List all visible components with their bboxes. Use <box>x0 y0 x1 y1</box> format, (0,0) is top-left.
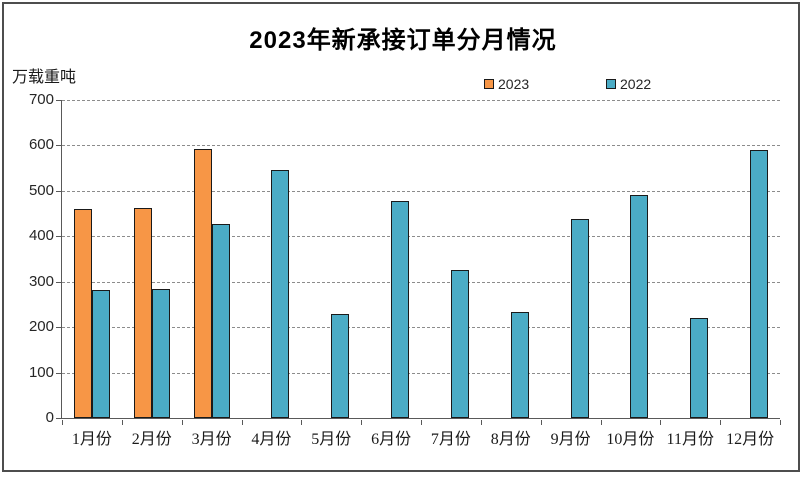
y-tick-label-400: 400 <box>28 227 54 245</box>
gridline-200 <box>62 327 780 329</box>
y-axis-tick-500 <box>55 190 61 192</box>
x-axis-tick-8 <box>540 419 542 425</box>
bar-2022-9月份 <box>570 218 589 418</box>
bar-2022-6月份 <box>391 201 410 418</box>
x-label-3月份: 3月份 <box>191 431 232 448</box>
legend-entry-2023: 2023 <box>484 77 529 91</box>
bar-2023-1月份 <box>73 208 92 418</box>
x-label-12月份: 12月份 <box>726 431 775 448</box>
legend-label-2022: 2022 <box>620 76 652 92</box>
x-axis-tick-9 <box>600 419 602 425</box>
y-tick-label-600: 600 <box>28 136 54 154</box>
x-label-10月份: 10月份 <box>606 431 655 448</box>
x-label-2月份: 2月份 <box>131 431 172 448</box>
x-axis-tick-6 <box>421 419 422 425</box>
y-tick-label-500: 500 <box>28 181 54 199</box>
y-axis-tick-0 <box>55 418 61 419</box>
x-label-8月份: 8月份 <box>490 431 531 448</box>
y-axis <box>60 100 62 419</box>
bar-2022-1月份 <box>91 290 110 418</box>
chart-title: 2023年新承接订单分月情况 <box>249 27 557 54</box>
bar-2023-2月份 <box>133 207 152 418</box>
bar-2022-10月份 <box>630 194 649 418</box>
gridline-100 <box>62 372 780 374</box>
x-label-11月份: 11月份 <box>666 431 714 448</box>
bar-2022-4月份 <box>271 170 290 418</box>
gridline-700 <box>62 100 780 101</box>
x-label-1月份: 1月份 <box>71 431 112 448</box>
x-axis-tick-3 <box>241 419 243 425</box>
y-tick-label-0: 0 <box>45 409 54 426</box>
x-axis-tick-2 <box>181 419 183 425</box>
y-axis-unit-label: 万载重吨 <box>12 69 77 86</box>
bar-2022-12月份 <box>750 149 769 418</box>
y-axis-tick-400 <box>55 236 61 238</box>
bar-2022-2月份 <box>151 289 170 418</box>
x-axis-tick-0 <box>62 419 63 425</box>
legend-entry-2022: 2022 <box>606 77 651 91</box>
x-axis-tick-10 <box>660 419 662 425</box>
x-axis-tick-1 <box>121 419 123 425</box>
y-axis-tick-200 <box>55 327 61 329</box>
gridline-500 <box>62 190 780 192</box>
x-axis-tick-7 <box>480 419 482 425</box>
y-tick-label-700: 700 <box>28 91 54 108</box>
bar-2023-3月份 <box>193 149 212 418</box>
legend-label-2023: 2023 <box>498 76 530 92</box>
y-tick-label-200: 200 <box>28 318 54 336</box>
gridline-600 <box>62 145 780 147</box>
legend-swatch-2022-icon <box>606 79 616 89</box>
x-axis <box>60 418 780 419</box>
y-axis-tick-700 <box>55 100 61 101</box>
x-label-7月份: 7月份 <box>430 431 471 448</box>
y-tick-label-100: 100 <box>28 363 54 381</box>
y-axis-tick-300 <box>55 281 61 283</box>
y-axis-tick-100 <box>55 372 61 374</box>
x-axis-tick-12 <box>780 419 781 425</box>
y-tick-label-300: 300 <box>28 272 54 290</box>
x-label-9月份: 9月份 <box>550 431 591 448</box>
bar-2022-11月份 <box>690 318 709 418</box>
x-label-4月份: 4月份 <box>251 431 292 448</box>
x-axis-tick-5 <box>361 419 363 425</box>
bar-2022-7月份 <box>450 270 469 418</box>
bar-2022-3月份 <box>211 223 230 418</box>
legend-swatch-2023-icon <box>484 79 494 89</box>
x-axis-tick-11 <box>720 419 722 425</box>
gridline-300 <box>62 281 780 283</box>
x-axis-tick-4 <box>301 419 303 425</box>
bar-2022-5月份 <box>331 313 350 418</box>
bar-2022-8月份 <box>510 312 529 418</box>
x-label-6月份: 6月份 <box>371 431 412 448</box>
gridline-400 <box>62 236 780 238</box>
y-axis-tick-600 <box>55 145 61 147</box>
x-label-5月份: 5月份 <box>311 431 352 448</box>
